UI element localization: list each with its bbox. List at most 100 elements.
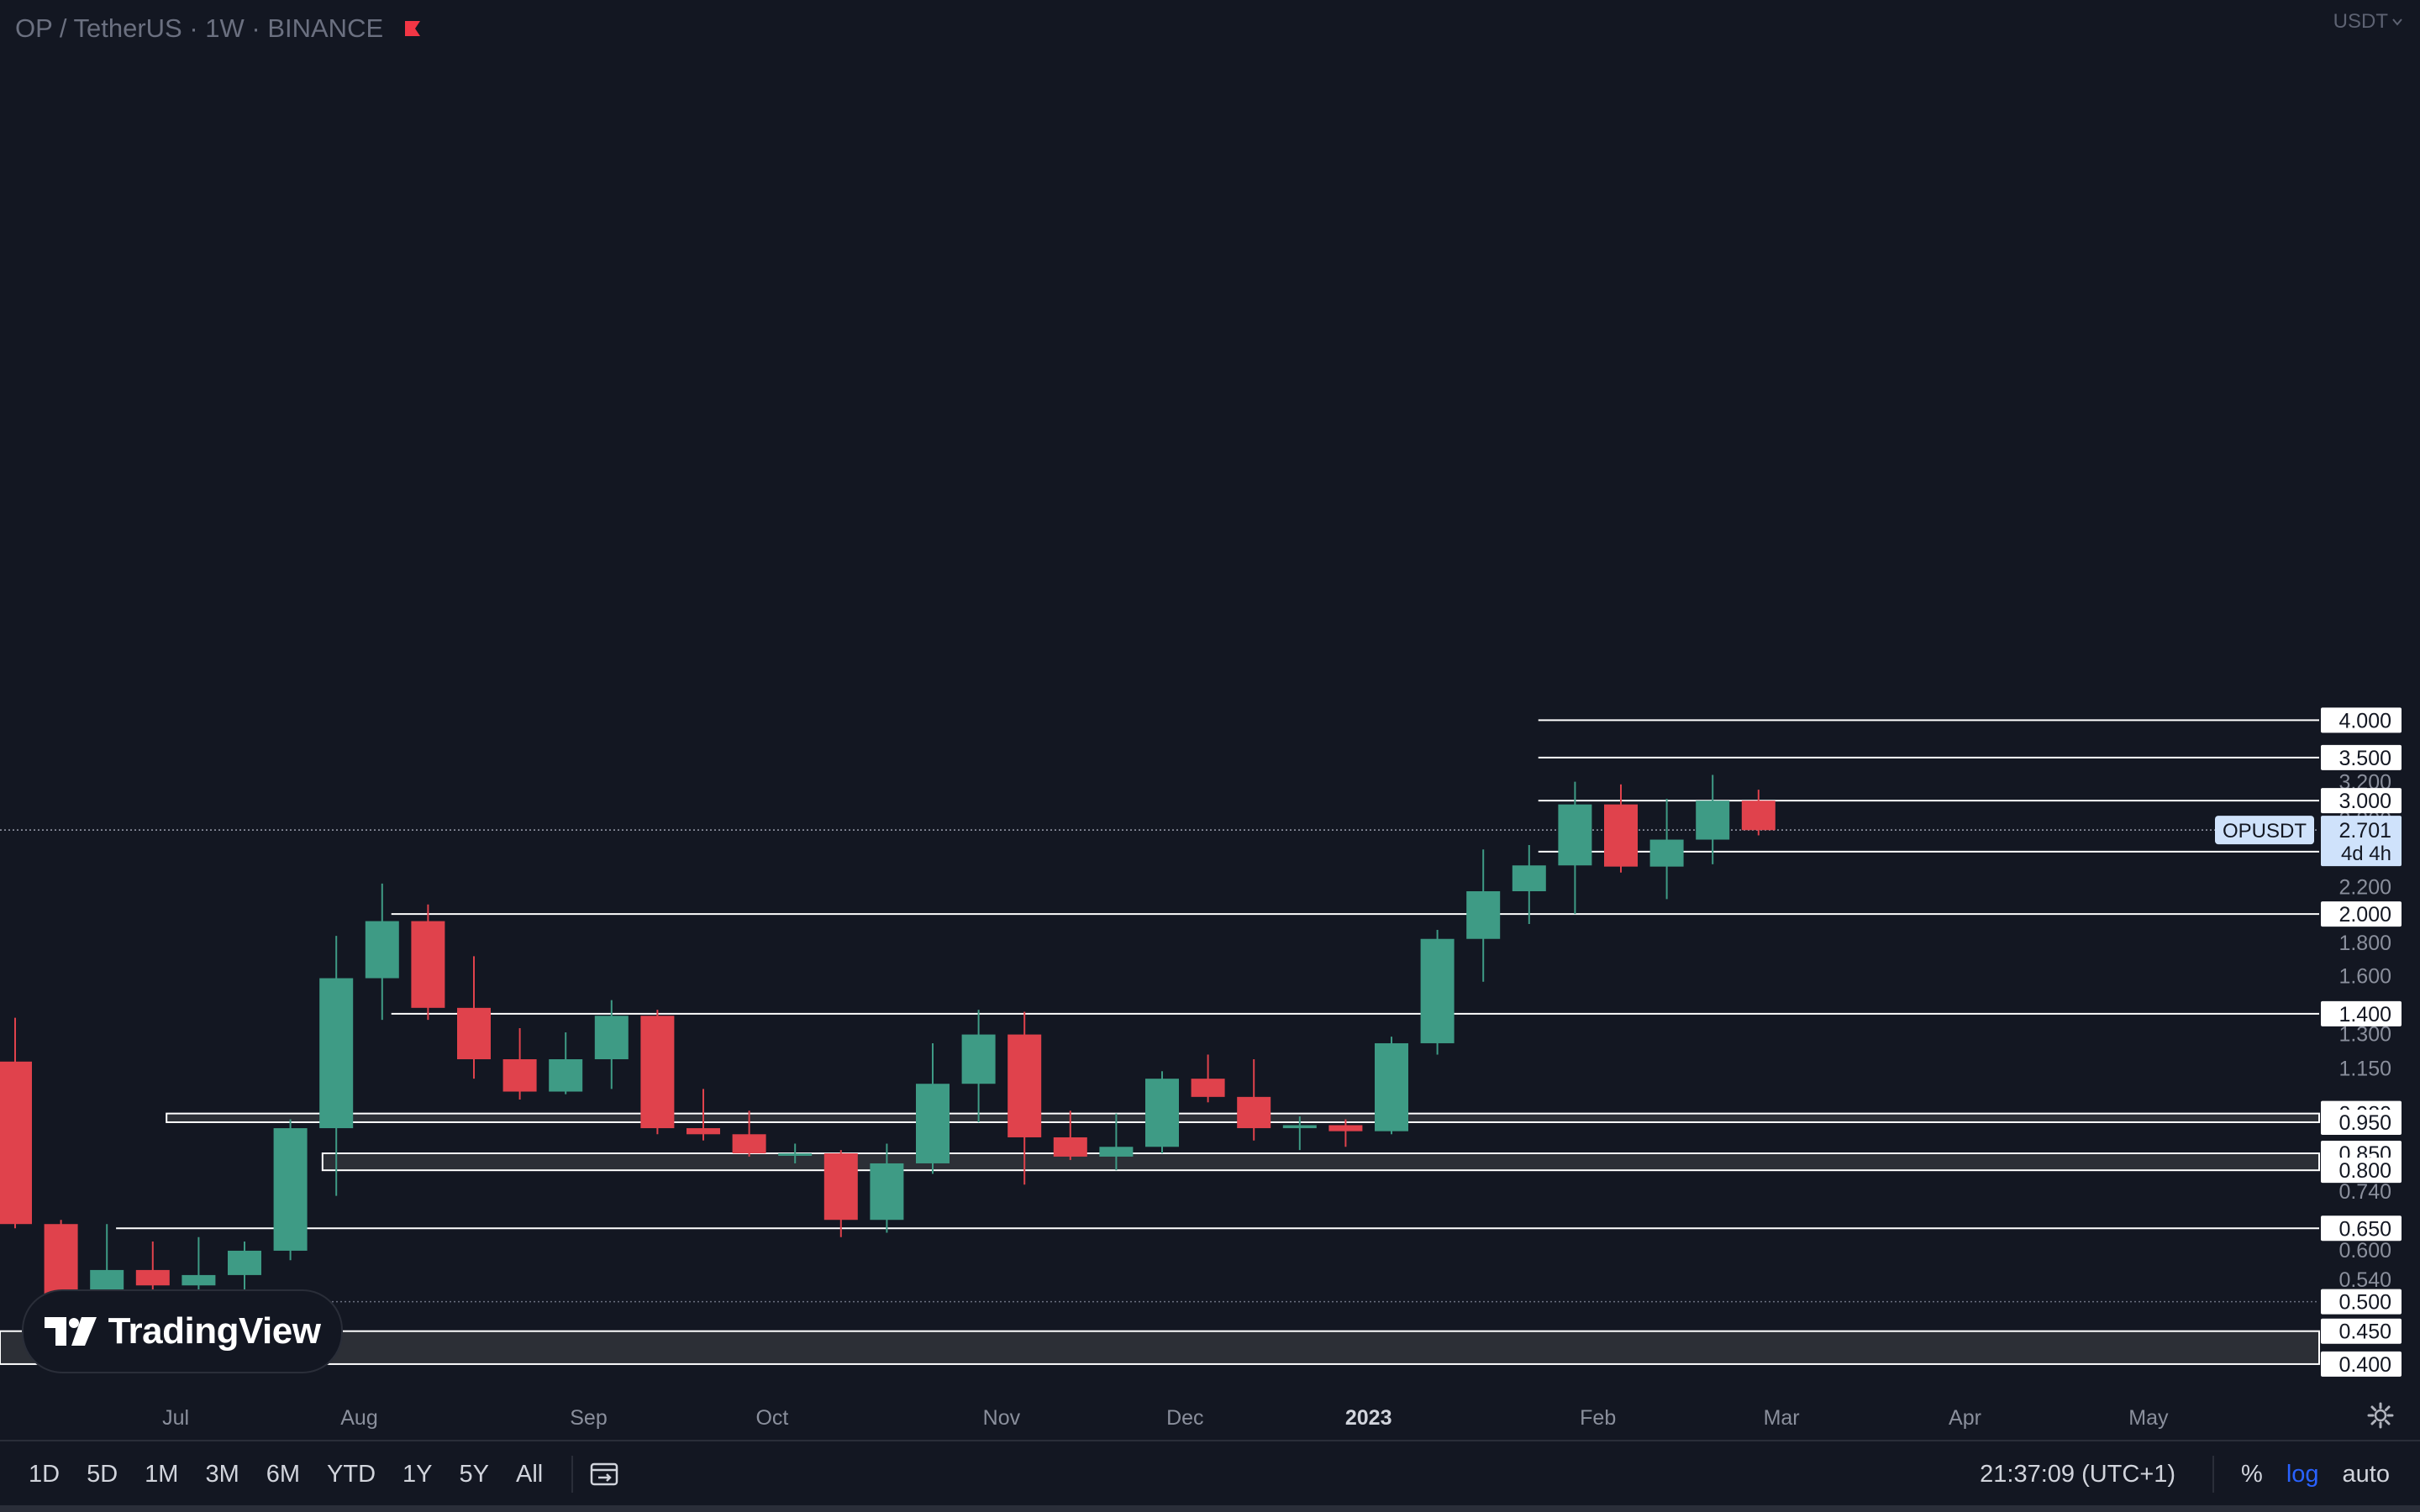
level-price-label: 0.400 <box>2338 1353 2391 1377</box>
candle-up <box>594 1000 629 1089</box>
candle-body <box>182 1274 216 1286</box>
timeframe-button-5d[interactable]: 5D <box>87 1460 118 1488</box>
price-tick-label: 1.800 <box>2338 932 2391 955</box>
time-tick-label: 2023 <box>1345 1406 1392 1430</box>
tradingview-logo[interactable]: TradingView <box>22 1289 343 1373</box>
candle-body <box>640 1016 675 1129</box>
candle-up <box>1696 774 1730 864</box>
candle-body <box>1282 1125 1317 1129</box>
candle-body <box>870 1163 904 1221</box>
candle-up <box>365 883 399 1021</box>
level-price-label-box <box>2321 901 2402 927</box>
gear-icon[interactable] <box>2366 1401 2395 1430</box>
candle-up <box>319 936 354 1196</box>
candle-body <box>1420 938 1455 1043</box>
bottom-toolbar: 1D 5D 1M 3M 6M YTD 1Y 5Y All 21:37:09 (U… <box>0 1440 2420 1507</box>
level-price-label: 3.000 <box>2338 790 2391 813</box>
candle-body <box>1696 801 1730 840</box>
current-price-label-box <box>2321 816 2402 867</box>
timeframe-button-1y[interactable]: 1Y <box>402 1460 433 1488</box>
level-price-label-box <box>2321 1158 2402 1184</box>
candle-body <box>1375 1042 1408 1131</box>
candle-body <box>549 1058 583 1092</box>
level-price-label-box <box>2321 1289 2402 1315</box>
candle-body <box>44 1224 78 1297</box>
candle-body <box>411 921 445 1008</box>
candle-up <box>1649 798 1684 900</box>
timeframe-button-3m[interactable]: 3M <box>205 1460 239 1488</box>
toolbar-divider <box>571 1456 574 1493</box>
candle-up <box>916 1042 950 1174</box>
price-tick-label: 1.150 <box>2338 1057 2391 1080</box>
symbol-price-tag: OPUSDT <box>2223 820 2307 843</box>
candle-up <box>1420 929 1455 1055</box>
candle-down <box>732 1110 766 1157</box>
candle-down <box>44 1220 78 1331</box>
current-price-value: 2.701 <box>2338 819 2391 843</box>
goto-date-icon[interactable] <box>588 1459 622 1489</box>
candle-body <box>228 1250 261 1275</box>
candle-down <box>1053 1110 1087 1160</box>
time-tick-label: Nov <box>983 1406 1021 1430</box>
time-tick-label: Mar <box>1764 1406 1800 1430</box>
candle-up <box>870 1143 904 1233</box>
candle-body <box>273 1128 308 1251</box>
level-price-label: 0.450 <box>2338 1320 2391 1344</box>
time-tick-label: Dec <box>1166 1406 1203 1430</box>
timeframe-button-5y[interactable]: 5Y <box>459 1460 490 1488</box>
candle-up <box>1466 849 1501 982</box>
level-price-label: 1.400 <box>2338 1003 2391 1026</box>
horizontal-scrollbar[interactable] <box>0 1505 2420 1512</box>
price-tick-label: 2.200 <box>2338 875 2391 899</box>
time-scale[interactable]: JunJulAugSepOctNovDec2023FebMarAprMay <box>0 1406 2169 1430</box>
candle-body <box>687 1128 720 1135</box>
price-tick-label: 0.540 <box>2338 1268 2391 1292</box>
timeframe-button-6m[interactable]: 6M <box>266 1460 301 1488</box>
candle-up <box>1099 1113 1134 1171</box>
candle-body <box>1328 1125 1363 1131</box>
candle-body <box>1237 1096 1271 1129</box>
chevron-down-icon <box>2392 18 2402 26</box>
candle-down <box>1604 784 1638 873</box>
toolbar-divider <box>2212 1456 2215 1493</box>
candle-body <box>1007 1034 1042 1137</box>
level-price-label: 4.000 <box>2338 709 2391 732</box>
candle-body <box>1741 801 1776 831</box>
time-tick-label: Sep <box>570 1406 607 1430</box>
log-scale-button[interactable]: log <box>2286 1460 2319 1488</box>
candle-down <box>457 956 491 1079</box>
candle-body <box>0 1061 32 1225</box>
percent-scale-button[interactable]: % <box>2241 1460 2263 1488</box>
timeframe-button-1m[interactable]: 1M <box>145 1460 179 1488</box>
auto-scale-button[interactable]: auto <box>2342 1460 2390 1488</box>
price-tick-label: 0.600 <box>2338 1239 2391 1263</box>
candle-down <box>687 1089 720 1141</box>
timeframe-button-ytd[interactable]: YTD <box>327 1460 376 1488</box>
candle-body <box>502 1058 537 1092</box>
currency-selector[interactable]: USDT <box>2333 10 2403 34</box>
bar-countdown: 4d 4h <box>2341 843 2391 865</box>
level-price-label-box <box>2321 707 2402 733</box>
price-tick-label: 0.740 <box>2338 1180 2391 1204</box>
candle-down <box>502 1027 537 1100</box>
flag-icon[interactable] <box>403 19 422 38</box>
level-price-label: 3.500 <box>2338 747 2391 770</box>
candle-up <box>1145 1071 1179 1154</box>
time-tick-label: Oct <box>755 1406 788 1430</box>
candle-body <box>823 1153 858 1221</box>
clock-display[interactable]: 21:37:09 (UTC+1) <box>1980 1460 2176 1488</box>
symbol-title[interactable]: OP / TetherUS · 1W · BINANCE <box>15 12 422 45</box>
candle-body <box>1466 891 1501 939</box>
price-tick-label: 1.300 <box>2338 1023 2391 1047</box>
level-price-label-box <box>2321 1109 2402 1135</box>
candle-body <box>1145 1079 1179 1147</box>
candle-up <box>1558 781 1592 915</box>
timeframe-buttons: 1D 5D 1M 3M 6M YTD 1Y 5Y All <box>15 1461 556 1488</box>
support-zone <box>0 1330 2320 1365</box>
level-price-label: 0.500 <box>2338 1291 2391 1315</box>
timeframe-button-1d[interactable]: 1D <box>29 1460 60 1488</box>
candle-body <box>457 1007 491 1059</box>
price-scale[interactable]: 3.2002.8002.2001.8001.6001.3001.1500.740… <box>2215 707 2402 1377</box>
timeframe-button-all[interactable]: All <box>516 1460 544 1488</box>
